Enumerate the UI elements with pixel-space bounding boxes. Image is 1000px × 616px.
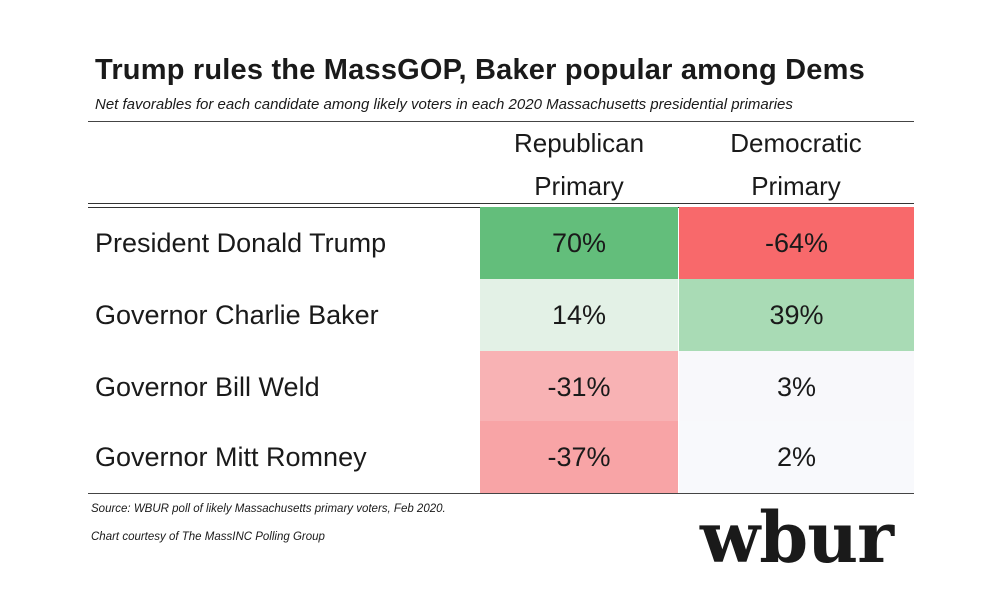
chart-subtitle: Net favorables for each candidate among …	[95, 96, 793, 113]
table-row-weld: Governor Bill Weld -31% 3%	[88, 351, 914, 423]
table-row-baker: Governor Charlie Baker 14% 39%	[88, 279, 914, 351]
chart-title: Trump rules the MassGOP, Baker popular a…	[95, 54, 865, 86]
table-row-romney: Governor Mitt Romney -37% 2%	[88, 421, 914, 493]
column-header-line2: Primary	[534, 171, 624, 201]
cell-democratic: 39%	[679, 279, 914, 351]
column-header-line2: Primary	[751, 171, 841, 201]
wbur-logo: wbur	[700, 496, 894, 579]
column-header-line1: Republican	[513, 128, 645, 158]
cell-democratic: 2%	[679, 421, 914, 493]
credit-note: Chart courtesy of The MassINC Polling Gr…	[91, 531, 325, 543]
cell-republican: -37%	[480, 421, 678, 493]
cell-republican: 14%	[480, 279, 678, 351]
row-label: Governor Charlie Baker	[95, 300, 379, 330]
top-rule	[88, 121, 914, 122]
row-label: President Donald Trump	[95, 228, 387, 258]
cell-republican: -31%	[480, 351, 678, 423]
row-label: Governor Bill Weld	[95, 372, 320, 402]
bottom-rule	[88, 493, 914, 494]
row-label: Governor Mitt Romney	[95, 442, 367, 472]
cell-democratic: -64%	[679, 207, 914, 279]
column-header-line1: Democratic	[730, 128, 862, 158]
column-header-republican: Republican Primary	[462, 122, 696, 206]
cell-democratic: 3%	[679, 351, 914, 423]
cell-republican: 70%	[480, 207, 678, 279]
source-note: Source: WBUR poll of likely Massachusett…	[91, 503, 446, 515]
column-header-democratic: Democratic Primary	[679, 122, 913, 206]
table-row-trump: President Donald Trump 70% -64%	[88, 207, 914, 279]
